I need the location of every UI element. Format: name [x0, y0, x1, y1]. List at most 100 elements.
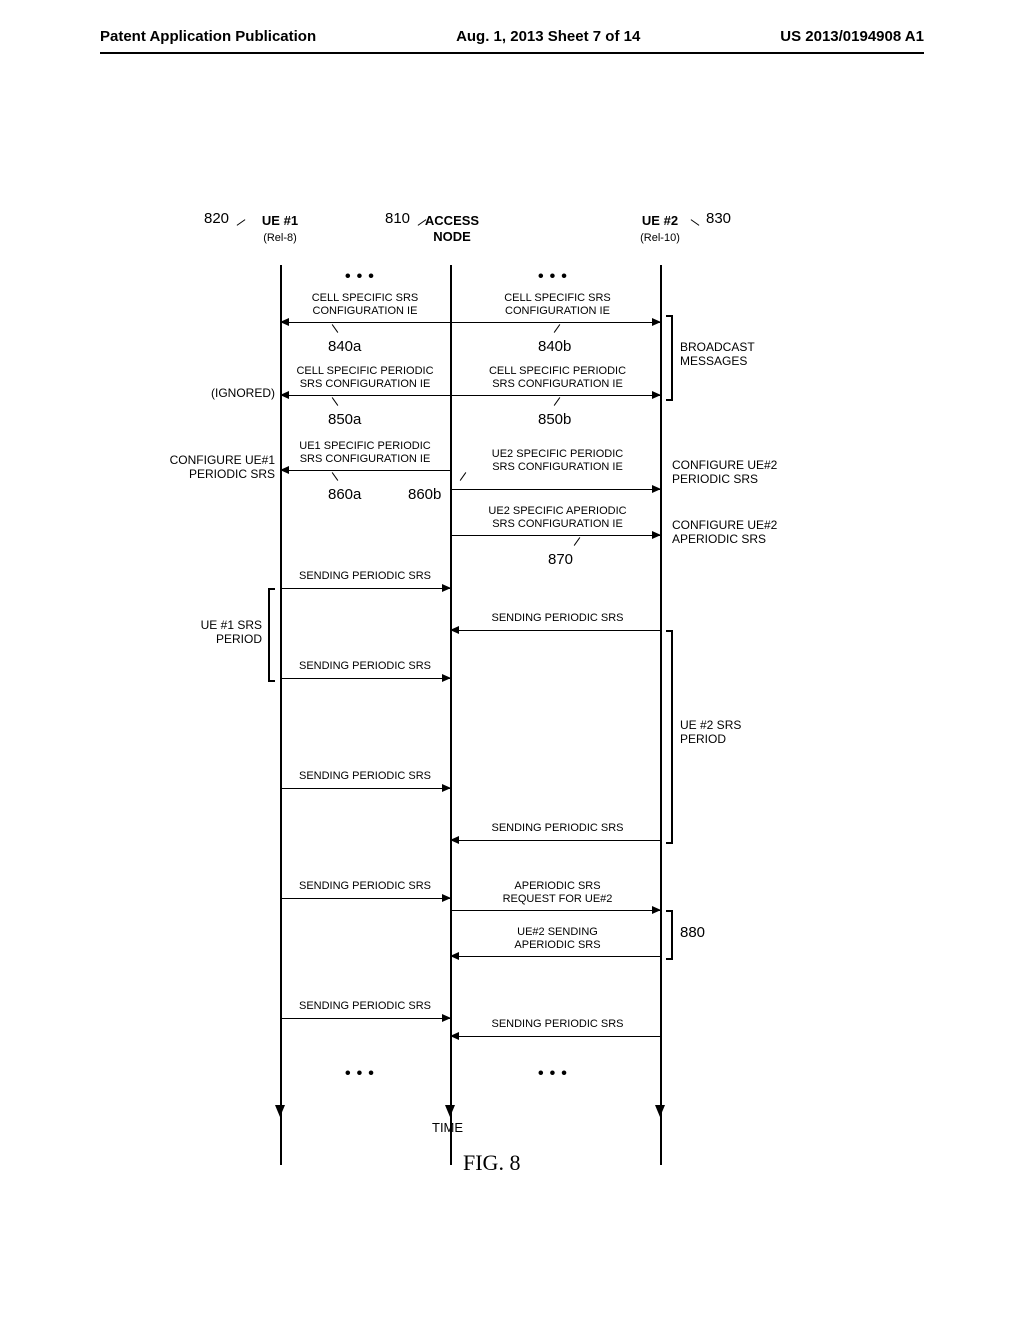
header-right: US 2013/0194908 A1: [780, 28, 924, 45]
ue1-label: UE #1: [262, 213, 298, 228]
ref-820: 820: [204, 210, 229, 227]
page-header: Patent Application Publication Aug. 1, 2…: [100, 28, 924, 45]
arrow-send-per-l5: [280, 1018, 450, 1019]
ue2-sub: (Rel-10): [640, 232, 680, 244]
lead-840a: [332, 324, 339, 333]
ue1-sub: (Rel-8): [263, 232, 297, 244]
head-access-node: ACCESS NODE: [422, 213, 482, 244]
dots-top-right: •••: [538, 268, 573, 286]
ref-880: 880: [680, 924, 705, 941]
arrow-cell-srs-left: [280, 322, 450, 323]
time-arrow-an: [445, 1105, 455, 1117]
dots-bot-right: •••: [538, 1065, 573, 1083]
arrow-send-per-l4: [280, 898, 450, 899]
msg-aper-req: APERIODIC SRS REQUEST FOR UE#2: [460, 880, 655, 905]
ref-840b: 840b: [538, 338, 571, 355]
msg-send-per-l5: SENDING PERIODIC SRS: [285, 1000, 445, 1013]
brace-ue1-period: [268, 588, 275, 682]
ah-send-per-r2: [450, 836, 459, 844]
brace-broadcast: [666, 315, 673, 401]
ah-send-per-r1: [450, 626, 459, 634]
msg-send-per-l3: SENDING PERIODIC SRS: [285, 770, 445, 783]
ue2-label: UE #2: [642, 213, 678, 228]
msg-cell-srs-left: CELL SPECIFIC SRS CONFIGURATION IE: [285, 292, 445, 317]
arrow-ue2-per-srs: [450, 489, 660, 490]
ah-send-per-l4: [442, 894, 451, 902]
label-ignored: (IGNORED): [200, 386, 275, 400]
msg-send-per-r1: SENDING PERIODIC SRS: [460, 612, 655, 625]
an-label1: ACCESS: [425, 213, 479, 228]
page: Patent Application Publication Aug. 1, 2…: [0, 0, 1024, 1320]
msg-ue2-per-srs: UE2 SPECIFIC PERIODIC SRS CONFIGURATION …: [460, 448, 655, 473]
label-ue1-period: UE #1 SRS PERIOD: [187, 618, 262, 647]
label-cfg-ue1: CONFIGURE UE#1 PERIODIC SRS: [150, 453, 275, 482]
figure-caption: FIG. 8: [463, 1150, 520, 1176]
msg-ue2-send-aper: UE#2 SENDING APERIODIC SRS: [460, 926, 655, 951]
label-cfg-ue2-per: CONFIGURE UE#2 PERIODIC SRS: [672, 458, 777, 487]
ref-830: 830: [706, 210, 731, 227]
time-arrow-ue1: [275, 1105, 285, 1117]
lead-840b: [554, 324, 561, 333]
header-left: Patent Application Publication: [100, 28, 316, 45]
arrow-cell-srs-right: [450, 322, 660, 323]
arrow-send-per-l1: [280, 588, 450, 589]
arrow-send-per-r2: [450, 840, 660, 841]
arrowhead-cell-per-srs-left: [280, 391, 289, 399]
lifeline-ue1: [280, 265, 282, 1165]
ah-send-per-l1: [442, 584, 451, 592]
msg-send-per-r3: SENDING PERIODIC SRS: [460, 1018, 655, 1031]
arrow-cell-per-srs-right: [450, 395, 660, 396]
arrow-send-per-l2: [280, 678, 450, 679]
dots-bot-left: •••: [345, 1065, 380, 1083]
arrowhead-cell-srs-right: [652, 318, 661, 326]
ref-860a: 860a: [328, 486, 361, 503]
arrow-cell-per-srs-left: [280, 395, 450, 396]
brace-ue2-period: [666, 630, 673, 844]
msg-cell-per-srs-right: CELL SPECIFIC PERIODIC SRS CONFIGURATION…: [460, 365, 655, 390]
label-time: TIME: [432, 1120, 463, 1136]
brace-880: [666, 910, 673, 960]
lead-860b: [460, 472, 467, 481]
ref-810: 810: [385, 210, 410, 227]
sequence-diagram: 820 UE #1 (Rel-8) 810 ACCESS NODE UE #2 …: [160, 210, 860, 1185]
ah-aper-req: [652, 906, 661, 914]
msg-send-per-l2: SENDING PERIODIC SRS: [285, 660, 445, 673]
time-arrow-ue2: [655, 1105, 665, 1117]
ah-send-per-l2: [442, 674, 451, 682]
msg-ue1-per-srs: UE1 SPECIFIC PERIODIC SRS CONFIGURATION …: [285, 440, 445, 465]
msg-cell-per-srs-left: CELL SPECIFIC PERIODIC SRS CONFIGURATION…: [285, 365, 445, 390]
ah-send-per-l5: [442, 1014, 451, 1022]
arrowhead-cell-srs-left: [280, 318, 289, 326]
ref-850b: 850b: [538, 411, 571, 428]
arrow-aper-req: [450, 910, 660, 911]
arrowhead-ue1-per-srs: [280, 466, 289, 474]
ah-send-per-r3: [450, 1032, 459, 1040]
msg-send-per-l1: SENDING PERIODIC SRS: [285, 570, 445, 583]
header-rule: [100, 52, 924, 54]
arrow-send-per-r3: [450, 1036, 660, 1037]
msg-send-per-r2: SENDING PERIODIC SRS: [460, 822, 655, 835]
ah-ue2-send-aper: [450, 952, 459, 960]
arrow-send-per-l3: [280, 788, 450, 789]
lead-820: [237, 219, 246, 226]
an-label2: NODE: [433, 229, 471, 244]
msg-cell-srs-right: CELL SPECIFIC SRS CONFIGURATION IE: [460, 292, 655, 317]
arrowhead-cell-per-srs-right: [652, 391, 661, 399]
arrow-ue1-per-srs: [280, 470, 450, 471]
lead-860a: [332, 472, 339, 481]
header-center: Aug. 1, 2013 Sheet 7 of 14: [456, 28, 640, 45]
lead-850a: [332, 397, 339, 406]
arrow-ue2-aper-srs: [450, 535, 660, 536]
head-ue1: UE #1 (Rel-8): [250, 213, 310, 245]
label-broadcast: BROADCAST MESSAGES: [680, 340, 755, 369]
lead-850b: [554, 397, 561, 406]
label-ue2-period: UE #2 SRS PERIOD: [680, 718, 741, 747]
ref-850a: 850a: [328, 411, 361, 428]
dots-top-left: •••: [345, 268, 380, 286]
lifeline-ue2: [660, 265, 662, 1165]
ah-send-per-l3: [442, 784, 451, 792]
ref-870: 870: [548, 551, 573, 568]
head-ue2: UE #2 (Rel-10): [628, 213, 692, 245]
arrow-send-per-r1: [450, 630, 660, 631]
label-cfg-ue2-aper: CONFIGURE UE#2 APERIODIC SRS: [672, 518, 777, 547]
